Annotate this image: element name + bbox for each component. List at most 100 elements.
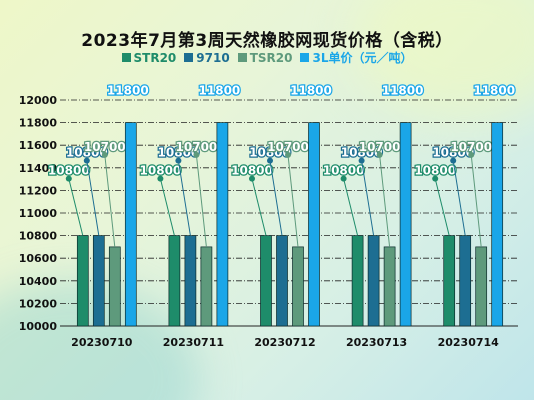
legend-swatch <box>121 53 131 62</box>
data-label: 10800 <box>414 164 456 178</box>
legend-swatch <box>237 53 247 62</box>
legend-label: 3L单价（元／吨） <box>312 51 413 65</box>
leader-line <box>104 154 116 247</box>
bar <box>383 246 396 327</box>
data-label: 10800 <box>341 146 383 160</box>
x-tick-label: 20230711 <box>163 336 224 349</box>
data-label: 10800 <box>249 146 291 160</box>
callout-dot <box>468 151 475 158</box>
legend-item: 3L单价（元／吨） <box>300 49 412 66</box>
y-tick-label: 11000 <box>19 207 58 220</box>
bar <box>276 235 288 327</box>
y-tick-label: 11800 <box>19 117 58 130</box>
legend-swatch <box>300 53 310 62</box>
data-label: 10800 <box>231 164 273 178</box>
data-label: 10700 <box>450 140 492 154</box>
bar <box>124 122 137 327</box>
bar <box>491 122 504 327</box>
bar <box>308 122 320 327</box>
leader-line <box>195 154 207 247</box>
callout-dot <box>267 157 273 164</box>
x-tick-label: 20230710 <box>71 336 133 349</box>
legend-label: STR20 <box>133 50 177 65</box>
legend: STR20 9710 TSR20 3L单价（元／吨） <box>0 49 534 66</box>
data-label: 10700 <box>84 140 126 154</box>
y-tick-label: 10000 <box>19 320 58 333</box>
data-label: 11800 <box>290 84 332 98</box>
bar <box>351 235 364 327</box>
y-tick-label: 10800 <box>19 230 58 243</box>
data-label: 10800 <box>66 146 108 160</box>
x-tick-label: 20230713 <box>346 336 407 349</box>
leader-line <box>68 178 84 236</box>
legend-swatch <box>184 53 194 62</box>
callout-dot <box>175 157 182 164</box>
data-label: 10700 <box>176 140 218 154</box>
bar <box>399 122 412 327</box>
callout-dot <box>83 157 90 164</box>
legend-label: TSR20 <box>249 50 293 65</box>
legend-item: TSR20 <box>237 49 293 66</box>
y-tick-label: 11200 <box>19 184 58 197</box>
callout-dot <box>157 175 164 182</box>
x-tick-label: 20230712 <box>254 336 315 349</box>
data-label: 11800 <box>107 84 149 98</box>
leader-line <box>177 160 191 236</box>
leader-line <box>452 160 466 236</box>
y-tick-label: 10200 <box>19 297 58 310</box>
bar <box>292 246 304 327</box>
callout-dot <box>193 151 200 158</box>
callout-dot <box>340 175 347 182</box>
callout-dot <box>358 157 365 164</box>
callout-dot <box>101 151 108 158</box>
leader-line <box>159 178 175 236</box>
leader-line <box>434 178 450 236</box>
data-label: 10800 <box>140 164 182 178</box>
data-label: 10700 <box>359 140 401 154</box>
callout-dot <box>285 151 291 158</box>
callout-dot <box>376 151 383 158</box>
x-tick-label: 20230714 <box>438 336 500 349</box>
leader-line <box>86 160 100 236</box>
leader-line <box>269 160 283 236</box>
data-label: 11800 <box>199 84 241 98</box>
data-label: 10800 <box>323 164 365 178</box>
callout-dot <box>65 175 72 182</box>
legend-item: STR20 <box>121 49 177 66</box>
callout-dot <box>450 157 457 164</box>
bar <box>200 246 213 327</box>
data-label: 10800 <box>432 146 474 160</box>
data-label: 11800 <box>382 84 424 98</box>
bar <box>260 235 272 327</box>
bar <box>367 235 380 327</box>
bar <box>443 235 456 327</box>
data-label: 10700 <box>267 140 309 154</box>
bar <box>184 235 197 327</box>
chart-title: 2023年7月第3周天然橡胶网现货价格（含税） <box>81 31 453 51</box>
y-tick-label: 10400 <box>19 275 58 288</box>
bar <box>168 235 181 327</box>
bar <box>76 235 89 327</box>
y-tick-label: 11400 <box>19 162 58 175</box>
leader-line <box>251 178 267 236</box>
data-label: 11800 <box>473 84 515 98</box>
bar <box>475 246 488 327</box>
leader-line <box>470 154 482 247</box>
bar <box>216 122 229 327</box>
legend-item: 9710 <box>184 49 230 66</box>
leader-line <box>361 160 375 236</box>
y-tick-label: 10600 <box>19 252 58 265</box>
bar <box>459 235 472 327</box>
data-label: 10800 <box>158 146 200 160</box>
leader-line <box>343 178 359 236</box>
y-tick-label: 11600 <box>19 139 58 152</box>
data-label: 10800 <box>48 164 90 178</box>
bar <box>92 235 105 327</box>
bar <box>108 246 121 327</box>
leader-line <box>287 154 299 247</box>
callout-dot <box>432 175 439 182</box>
legend-label: 9710 <box>196 50 230 65</box>
leader-line <box>379 154 391 247</box>
